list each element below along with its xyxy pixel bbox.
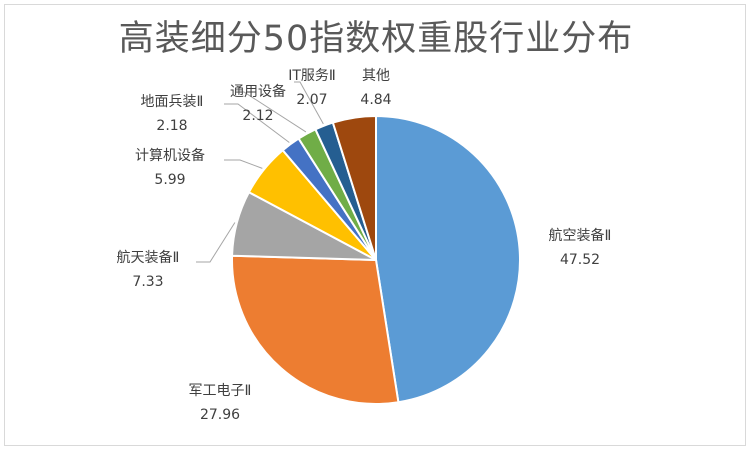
slice-value-1: 47.52: [560, 252, 600, 268]
pie-slice-1: [375, 114, 521, 404]
leader-line-4: [224, 159, 263, 169]
slice-value-2: 27.96: [200, 407, 240, 423]
leader-line-5: [224, 103, 290, 143]
slice-label-5: 地面兵装Ⅱ: [141, 94, 204, 110]
slice-value-8: 4.84: [360, 92, 391, 108]
slice-label-3: 航天装备Ⅱ: [117, 249, 180, 266]
slice-value-5: 2.18: [156, 118, 187, 134]
leader-line-3: [196, 222, 236, 263]
slice-label-8: 其他: [362, 68, 390, 84]
pie-slice-2: [231, 254, 400, 405]
slice-label-4: 计算机设备: [135, 147, 205, 164]
leader-line-7: [294, 81, 324, 125]
slice-value-6: 2.12: [242, 108, 273, 124]
chart-title: 高装细分50指数权重股行业分布: [118, 19, 634, 59]
slice-label-1: 航空装备Ⅱ: [549, 227, 612, 244]
slice-label-2: 军工电子Ⅱ: [189, 383, 252, 399]
slice-value-7: 2.07: [296, 92, 327, 108]
slice-value-4: 5.99: [154, 172, 185, 188]
pie-slice-8: [331, 114, 377, 261]
leader-line-6: [238, 91, 307, 133]
slice-label-6: 通用设备: [230, 83, 286, 100]
slice-label-7: IT服务Ⅱ: [288, 68, 336, 84]
slice-value-3: 7.33: [132, 274, 163, 290]
